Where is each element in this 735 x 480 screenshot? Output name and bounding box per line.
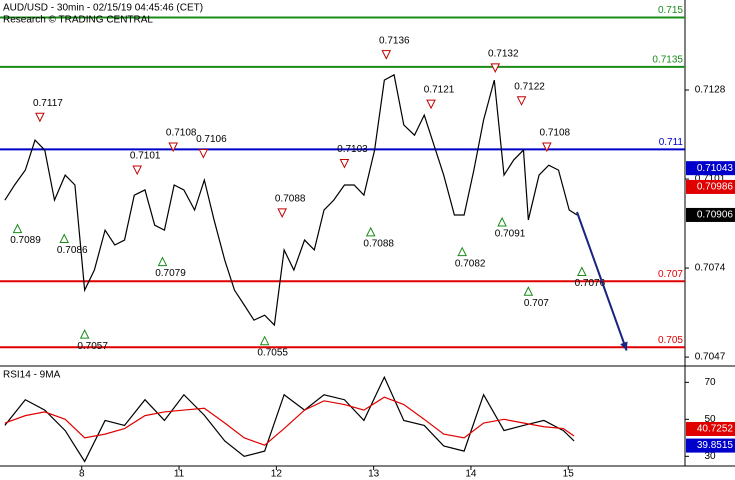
high-marker (542, 142, 552, 153)
price-tag (686, 179, 735, 194)
low-marker (497, 216, 507, 227)
forecast-arrowhead (620, 341, 628, 351)
x-tick-label: 15 (563, 469, 575, 480)
low-marker (457, 246, 467, 257)
low-marker (259, 335, 270, 346)
chart-title: AUD/USD - 30min - 02/15/19 04:45:46 (CET… (3, 3, 203, 14)
y-tick-label: 70 (704, 377, 716, 388)
low-marker (12, 223, 23, 234)
high-label: 0.7101 (130, 151, 161, 162)
low-label: 0.7055 (257, 347, 288, 358)
price-tag (686, 207, 735, 222)
low-marker (79, 328, 90, 339)
low-label: 0.7076 (575, 278, 606, 289)
level-label: 0.707 (658, 269, 683, 280)
chart-subtitle: Research © TRADING CENTRAL (3, 15, 153, 26)
forecast-arrow (576, 211, 628, 351)
price-tag-label: 0.70986 (697, 182, 734, 193)
high-label: 0.7103 (337, 144, 368, 155)
low-label: 0.7091 (495, 229, 526, 240)
price-tag-label: 0.70906 (697, 210, 734, 221)
low-label: 0.7057 (77, 341, 108, 352)
y-tick-label: 0.7074 (695, 263, 726, 274)
price-tag-label: 40.7252 (697, 424, 734, 435)
price-tag (686, 438, 735, 453)
price-line (4, 73, 578, 327)
y-tick-label: 50 (704, 414, 716, 425)
high-marker (381, 50, 392, 60)
high-label: 0.7136 (379, 35, 410, 46)
low-label: 0.707 (524, 298, 549, 309)
high-label: 0.7108 (540, 128, 571, 139)
low-marker (577, 266, 587, 276)
y-tick-label: 0.7047 (695, 352, 726, 363)
plot-layer: 0.7128 0.7101 0.7074 0.7047 8 11 12 13 14 15 0.715… (0, 5, 735, 480)
high-marker (198, 149, 209, 159)
x-tick-label: 12 (271, 469, 283, 480)
rsi-title: RSI14 - 9MA (3, 370, 61, 381)
high-label: 0.7108 (166, 128, 197, 139)
high-label: 0.7121 (424, 85, 455, 96)
level-label: 0.705 (658, 335, 683, 346)
high-label: 0.7122 (514, 81, 545, 92)
high-marker (132, 165, 143, 176)
low-label: 0.7089 (10, 235, 41, 246)
low-marker (365, 226, 376, 237)
high-marker (426, 99, 436, 110)
low-label: 0.7079 (155, 268, 186, 279)
low-marker (59, 233, 70, 243)
price-line (4, 375, 575, 463)
price-tag-label: 39.8515 (697, 440, 734, 451)
high-marker (339, 158, 350, 169)
high-label: 0.7117 (33, 98, 63, 109)
y-tick-label: 30 (704, 451, 716, 462)
high-label: 0.7088 (275, 194, 306, 205)
low-marker (157, 256, 168, 267)
level-label: 0.711 (659, 137, 684, 148)
high-marker (490, 63, 501, 73)
high-marker (35, 112, 45, 123)
x-tick-label: 8 (79, 469, 85, 480)
high-label: 0.7132 (488, 48, 519, 59)
level-label: 0.715 (658, 5, 683, 16)
high-marker (277, 208, 287, 219)
low-label: 0.7086 (57, 245, 88, 256)
price-tag (686, 421, 735, 436)
high-marker (516, 96, 527, 106)
low-label: 0.7088 (363, 239, 394, 250)
price-line (4, 396, 575, 446)
y-tick-label: 0.7101 (695, 174, 726, 185)
price-tag (686, 161, 735, 176)
high-marker (168, 142, 179, 153)
x-tick-label: 13 (368, 469, 380, 480)
x-tick-label: 14 (465, 469, 477, 480)
price-tag-label: 0.71043 (697, 163, 734, 174)
level-label: 0.7135 (652, 55, 683, 66)
low-label: 0.7082 (455, 258, 486, 269)
low-marker (523, 286, 534, 296)
y-tick-label: 0.7128 (695, 85, 726, 96)
x-tick-label: 11 (174, 469, 185, 480)
high-label: 0.7106 (196, 134, 227, 145)
